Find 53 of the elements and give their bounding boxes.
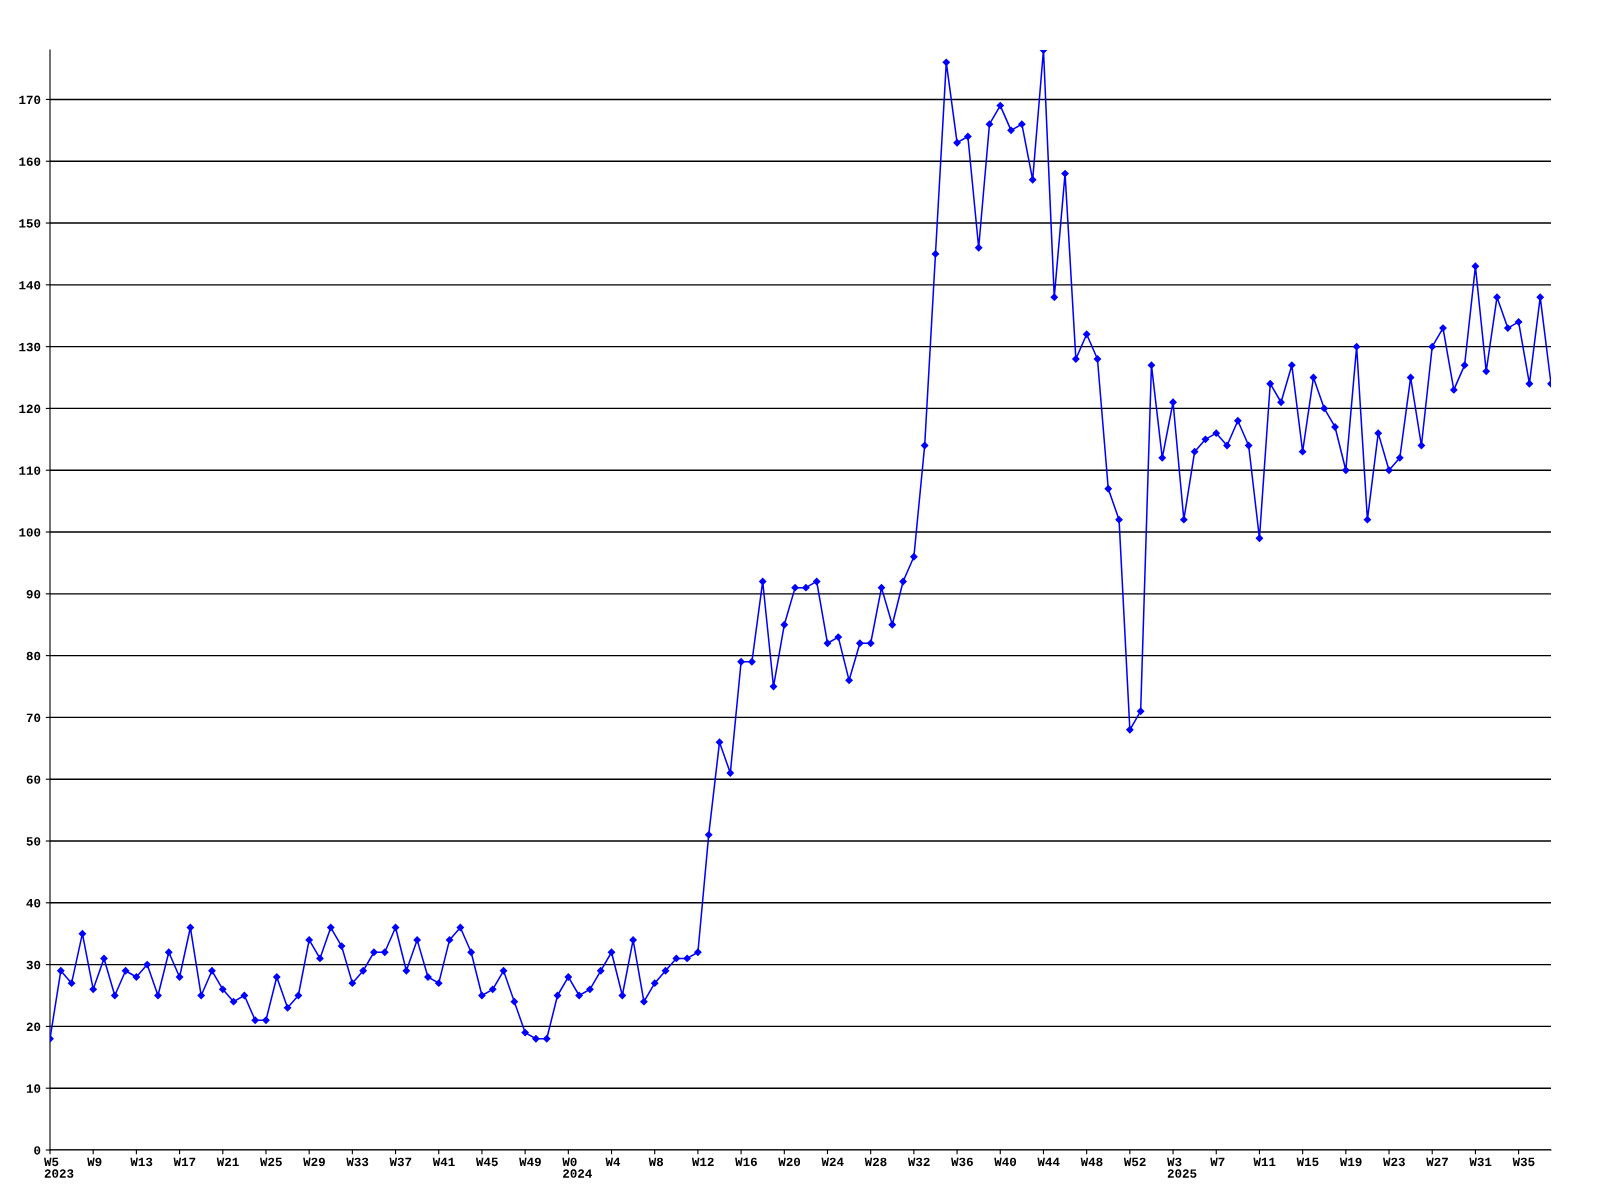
x-tick-label: W27 <box>1426 1157 1448 1166</box>
x-tick-label: W36 <box>951 1157 973 1167</box>
x-tick-label: W31 <box>1469 1157 1492 1167</box>
x-tick-label: W17 <box>173 1157 196 1166</box>
y-tick-label: 140 <box>19 281 41 290</box>
x-tick-label: W33 <box>346 1157 369 1167</box>
y-tick-label: 0 <box>34 1146 41 1155</box>
x-tick-label: W3 2025 <box>1167 1157 1197 1178</box>
x-tick-label: W8 <box>648 1157 664 1167</box>
x-tick-label: W9 <box>87 1157 102 1167</box>
x-tick-label: W49 <box>519 1157 541 1167</box>
y-tick-label: 160 <box>19 157 41 166</box>
x-tick-label: W25 <box>259 1157 282 1167</box>
x-tick-label: W0 2024 <box>562 1157 592 1178</box>
x-tick-label: W35 <box>1512 1157 1535 1167</box>
y-tick-label: 130 <box>19 342 41 352</box>
x-tick-label: W15 <box>1296 1157 1319 1167</box>
x-tick-label: W28 <box>864 1157 887 1167</box>
x-tick-label: W40 <box>994 1157 1017 1167</box>
x-tick-label: W7 <box>1210 1157 1225 1166</box>
x-tick-label: W32 <box>907 1157 930 1167</box>
x-tick-label: W41 <box>432 1157 455 1166</box>
y-tick-label: 70 <box>26 713 41 723</box>
x-tick-label: W29 <box>303 1157 325 1167</box>
y-tick-label: 80 <box>26 651 41 661</box>
x-tick-label: W13 <box>130 1157 153 1167</box>
x-tick-label: W11 <box>1253 1157 1276 1166</box>
y-tick-label: 50 <box>26 837 41 846</box>
x-tick-label: W12 <box>691 1157 714 1166</box>
x-tick-label: W37 <box>389 1157 412 1167</box>
y-tick-label: 120 <box>19 404 41 414</box>
x-tick-label: W24 <box>821 1157 844 1166</box>
y-tick-label: 30 <box>26 960 41 970</box>
x-tick-label: W4 <box>605 1157 621 1166</box>
x-tick-label: W23 <box>1383 1157 1405 1167</box>
y-tick-label: 110 <box>19 466 41 475</box>
x-tick-label: W45 <box>475 1157 498 1167</box>
y-tick-label: 150 <box>19 219 41 228</box>
y-tick-label: 40 <box>26 898 41 908</box>
y-tick-label: 170 <box>19 95 41 105</box>
x-tick-label: W16 <box>735 1157 757 1167</box>
x-tick-label: W21 <box>216 1157 239 1166</box>
x-tick-label: W52 <box>1123 1157 1146 1167</box>
x-tick-label: W19 <box>1339 1157 1362 1167</box>
y-tick-label: 90 <box>26 589 41 599</box>
y-tick-label: 20 <box>26 1022 41 1032</box>
x-tick-label: W5 2023 <box>44 1157 74 1178</box>
y-tick-label: 10 <box>26 1084 41 1093</box>
x-tick-label: W20 <box>778 1157 801 1167</box>
x-tick-label: W44 <box>1037 1157 1060 1166</box>
y-tick-label: 60 <box>26 775 41 784</box>
x-tick-label: W48 <box>1080 1157 1103 1167</box>
y-tick-label: 100 <box>19 528 41 537</box>
